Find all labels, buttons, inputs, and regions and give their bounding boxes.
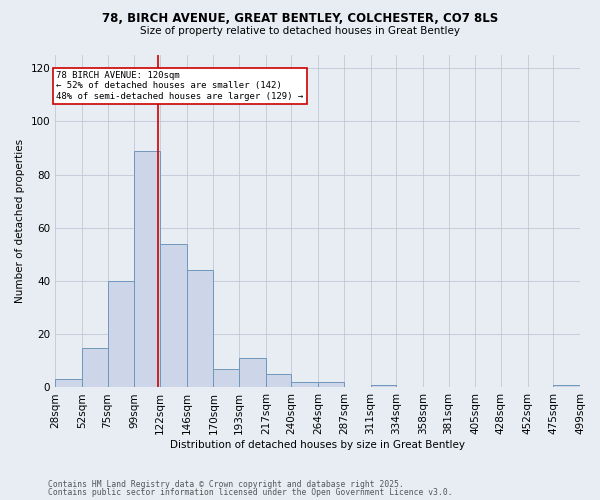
Bar — [292, 382, 318, 388]
Bar — [134, 150, 160, 388]
Text: 78, BIRCH AVENUE, GREAT BENTLEY, COLCHESTER, CO7 8LS: 78, BIRCH AVENUE, GREAT BENTLEY, COLCHES… — [102, 12, 498, 26]
Text: Size of property relative to detached houses in Great Bentley: Size of property relative to detached ho… — [140, 26, 460, 36]
Bar — [553, 385, 580, 388]
Bar — [266, 374, 292, 388]
Text: 78 BIRCH AVENUE: 120sqm
← 52% of detached houses are smaller (142)
48% of semi-d: 78 BIRCH AVENUE: 120sqm ← 52% of detache… — [56, 71, 304, 101]
Text: Contains HM Land Registry data © Crown copyright and database right 2025.: Contains HM Land Registry data © Crown c… — [48, 480, 404, 489]
Text: Contains public sector information licensed under the Open Government Licence v3: Contains public sector information licen… — [48, 488, 452, 497]
Bar — [239, 358, 266, 388]
Bar — [82, 348, 107, 388]
Bar — [318, 382, 344, 388]
Bar — [187, 270, 214, 388]
Bar — [214, 369, 239, 388]
X-axis label: Distribution of detached houses by size in Great Bentley: Distribution of detached houses by size … — [170, 440, 465, 450]
Bar — [55, 380, 82, 388]
Bar — [371, 385, 396, 388]
Y-axis label: Number of detached properties: Number of detached properties — [15, 139, 25, 304]
Bar — [160, 244, 187, 388]
Bar — [107, 281, 134, 388]
